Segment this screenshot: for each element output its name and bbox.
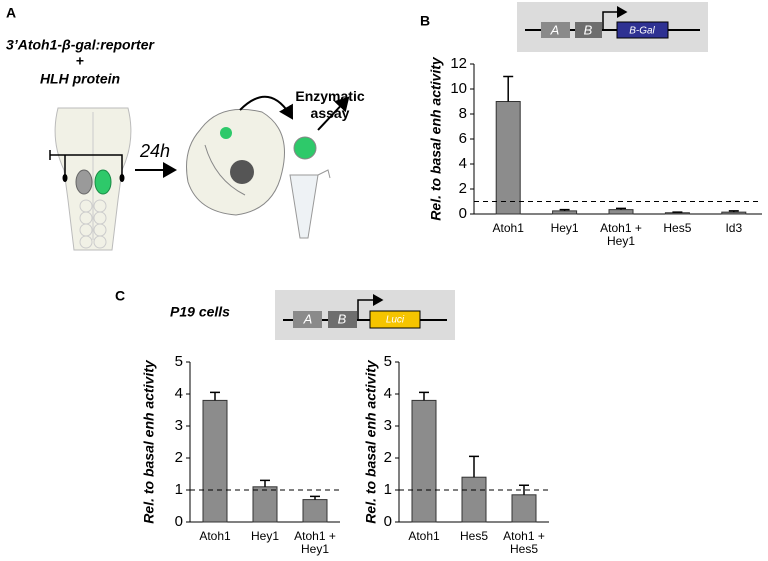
element-label: B	[584, 22, 593, 37]
y-tick-label: 3	[384, 417, 392, 434]
protein-label: HLH protein	[40, 71, 120, 87]
bar	[252, 486, 278, 523]
panel-label: C	[115, 288, 125, 304]
error-bar	[310, 495, 320, 500]
bar	[302, 499, 328, 523]
error-bar	[616, 207, 626, 210]
y-tick-label: 3	[175, 417, 183, 434]
x-tick-label: Atoh1 + Hey1	[600, 221, 642, 248]
y-tick-label: 0	[175, 513, 183, 530]
element-label: A	[550, 22, 560, 37]
y-tick-label: 10	[450, 80, 467, 97]
panel-label: A	[6, 5, 16, 21]
x-tick-label: Atoh1 + Hes5	[503, 529, 545, 556]
error-bar	[559, 208, 570, 211]
x-tick-label: Hey1	[250, 529, 280, 543]
y-tick-label: 0	[384, 513, 392, 530]
y-tick-label: 8	[459, 105, 467, 122]
bar	[461, 476, 487, 523]
error-bar	[469, 455, 479, 478]
tube-drawing	[289, 136, 331, 239]
bar	[552, 210, 578, 215]
reporter-label: 3’Atoh1-β-gal:reporter	[6, 37, 155, 53]
error-bar	[260, 479, 270, 487]
x-tick-label: Atoh1 + Hey1	[294, 529, 336, 556]
bar	[511, 494, 537, 523]
gene-label: B-Gal	[629, 26, 655, 37]
cells-label: P19 cells	[170, 304, 230, 320]
error-bar	[519, 484, 529, 495]
bar	[411, 399, 437, 523]
y-tick-label: 12	[450, 55, 467, 72]
construct-diagram	[517, 2, 708, 52]
y-tick-label: 5	[384, 353, 392, 370]
x-tick-label: Hey1	[550, 221, 579, 235]
y-axis-title: Rel. to basal enh activity	[363, 359, 379, 524]
x-tick-label: Atoh1	[408, 529, 440, 543]
bar	[202, 399, 228, 523]
y-tick-label: 5	[175, 353, 183, 370]
arrow	[317, 96, 350, 131]
panel-label: B	[420, 13, 430, 29]
y-tick-label: 0	[459, 205, 467, 222]
bar	[608, 209, 634, 215]
element-label: A	[303, 311, 313, 326]
error-bar	[728, 210, 739, 213]
x-tick-label: Id3	[725, 221, 743, 235]
x-tick-label: Hes5	[459, 529, 489, 543]
plus-label: +	[76, 53, 84, 69]
error-bar	[503, 75, 514, 102]
error-bar	[210, 391, 220, 401]
gene-label: Luci	[386, 315, 405, 326]
y-tick-label: 6	[459, 130, 467, 147]
construct-diagram	[275, 290, 455, 340]
assay-label: Enzymatic assay	[295, 88, 365, 121]
bar	[495, 101, 521, 215]
y-tick-label: 1	[175, 481, 183, 498]
bar	[664, 212, 690, 215]
x-tick-label: Atoh1	[492, 221, 524, 235]
y-axis-title: Rel. to basal enh activity	[141, 359, 157, 524]
error-bar	[419, 391, 429, 401]
y-tick-label: 2	[175, 449, 183, 466]
element-label: B	[338, 311, 347, 326]
spinal-cord-drawing	[49, 107, 132, 251]
y-axis-title: Rel. to basal enh activity	[428, 56, 444, 221]
y-tick-label: 2	[384, 449, 392, 466]
y-tick-label: 2	[459, 180, 467, 197]
y-tick-label: 4	[384, 385, 392, 402]
arrow	[239, 95, 294, 120]
y-tick-label: 4	[175, 385, 183, 402]
x-tick-label: Atoh1	[199, 529, 231, 543]
time-label: 24h	[139, 141, 170, 161]
x-tick-label: Hes5	[663, 221, 692, 235]
embryo-drawing	[186, 108, 285, 216]
error-bar	[672, 211, 683, 213]
y-tick-label: 1	[384, 481, 392, 498]
bar	[721, 211, 747, 215]
y-tick-label: 4	[459, 155, 467, 172]
